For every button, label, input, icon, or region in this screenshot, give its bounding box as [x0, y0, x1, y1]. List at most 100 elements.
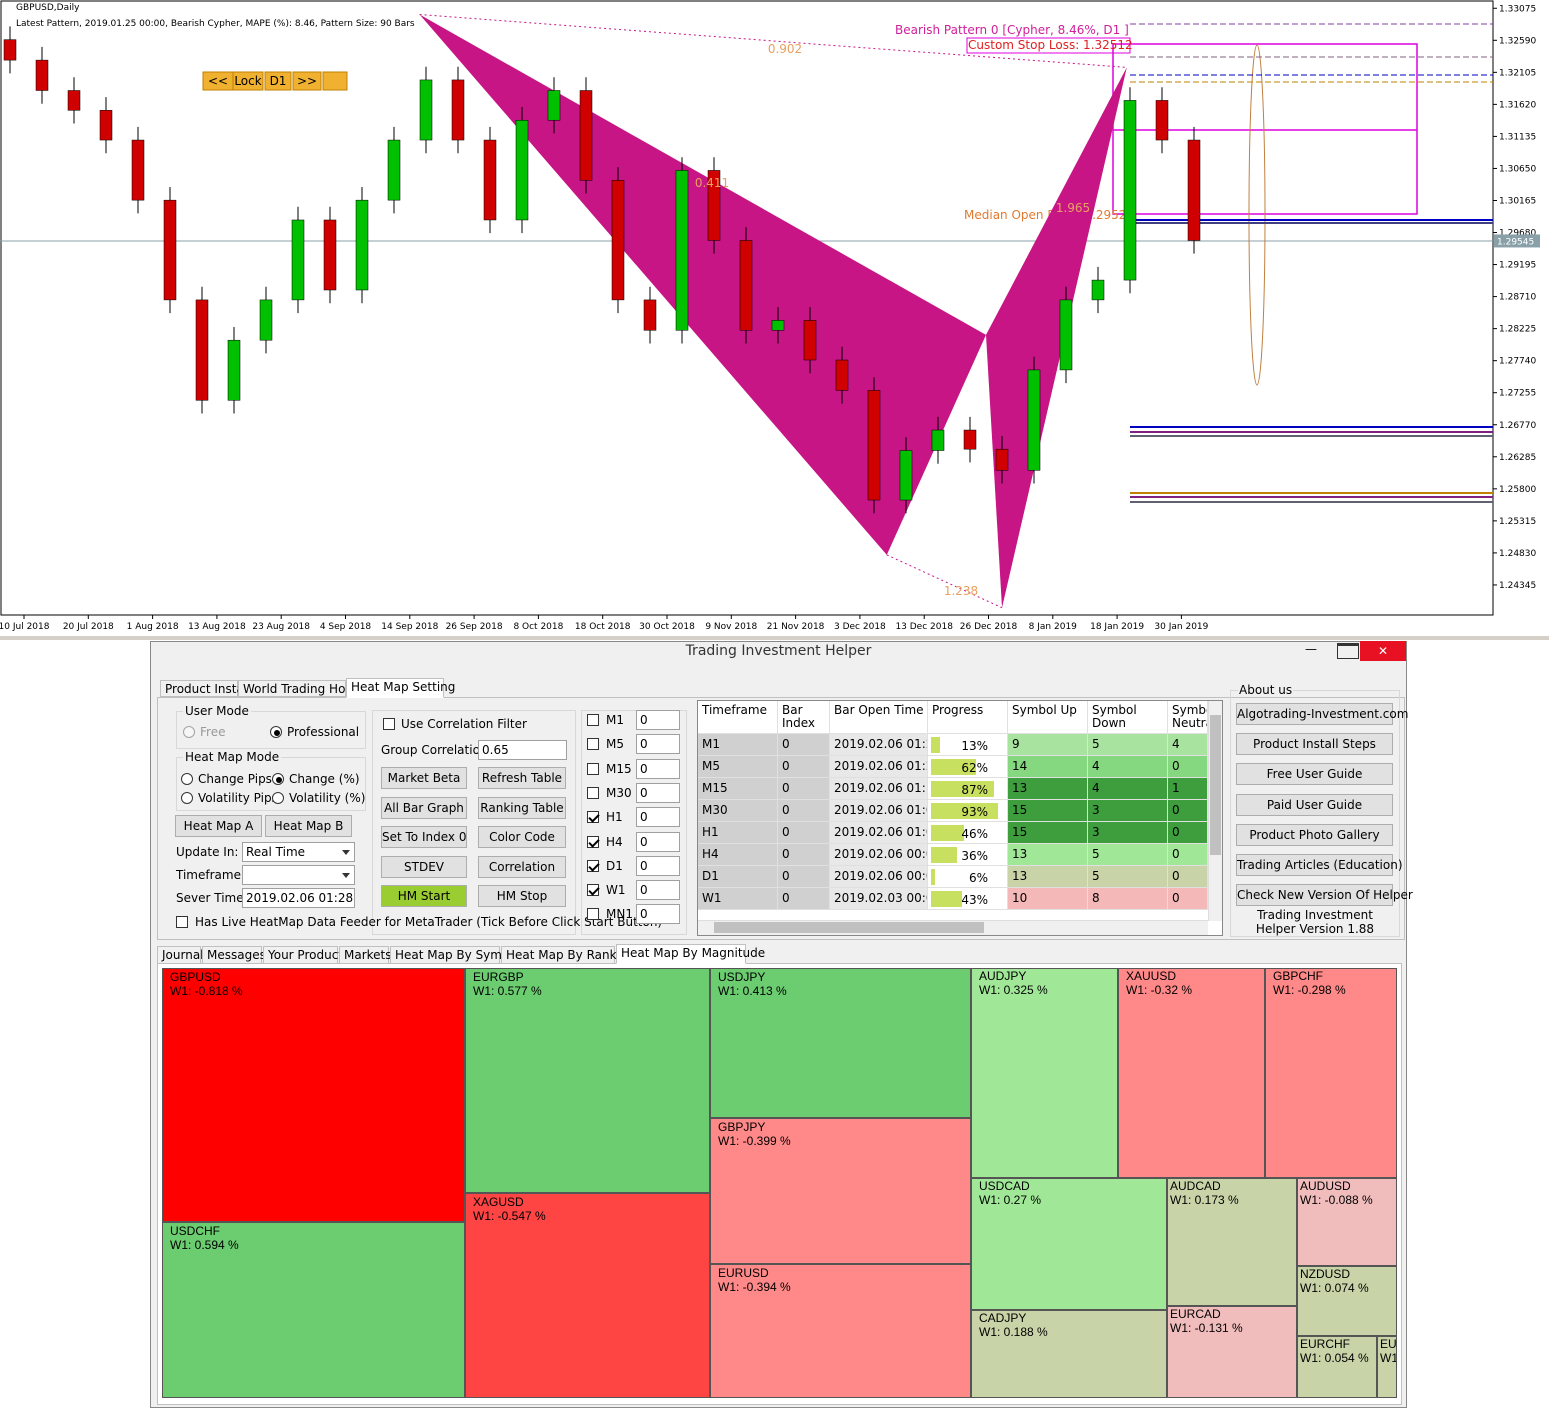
y-tick-label: 1.26285 [1499, 453, 1536, 463]
field-input: 0.65 [478, 740, 567, 760]
candle-body [419, 79, 433, 141]
button[interactable]: Heat Map A [175, 815, 262, 837]
ratio-label: 1.965 [1056, 201, 1090, 215]
candle-body [1091, 279, 1105, 301]
ratio-label: 0.411 [695, 176, 729, 190]
heatmap-cell: EURCHF W1: 0.054 % [1297, 1336, 1377, 1398]
button[interactable]: All Bar Graph [381, 796, 467, 819]
heatmap-label: W1: -0.298 % [1273, 982, 1346, 997]
table-header: Progress [928, 701, 1008, 734]
progress-label: 62% [961, 761, 988, 775]
heatmap-symbol: EURGBP [473, 970, 524, 984]
heatmap-label: W1: -0.131 % [1170, 1320, 1243, 1335]
tab[interactable]: Heat Map By Magnitude [616, 944, 765, 964]
button[interactable]: Product Photo Gallery [1236, 823, 1393, 846]
timeframe-label: M30 [606, 785, 632, 800]
button[interactable]: Check New Version Of Helper [1236, 884, 1413, 907]
button[interactable]: Algotrading-Investment.com [1236, 703, 1408, 725]
table-cell: 0 [778, 888, 830, 910]
tab[interactable]: Messages [202, 946, 266, 964]
pattern-label: Bearish Pattern 0 [Cypher, 8.46%, D1 ] [895, 23, 1129, 37]
x-tick-label: 23 Aug 2018 [252, 622, 310, 632]
button[interactable]: Color Code [478, 826, 566, 848]
user-mode-group [176, 711, 366, 749]
heatmap-symbol: XAUUSD [1126, 969, 1177, 983]
progress-label: 6% [968, 871, 988, 885]
candle-body [131, 139, 145, 201]
candle-body [195, 299, 209, 401]
field-label: Update In: [176, 845, 239, 859]
radio [272, 792, 284, 804]
heatmap-symbol: AUDCAD [1170, 1179, 1221, 1193]
button[interactable]: Heat Map B [265, 815, 352, 837]
button[interactable]: STDEV [381, 855, 467, 878]
button[interactable]: Refresh Table [478, 767, 566, 789]
candle-body [1059, 299, 1073, 371]
heatmap-cell: GBPJPY W1: -0.399 % [710, 1118, 971, 1264]
table-cell: 87% [928, 778, 1008, 800]
heatmap-cell: USDCHF W1: 0.594 % [162, 1222, 465, 1398]
y-tick-label: 1.26770 [1499, 421, 1536, 431]
table-cell: 0 [778, 778, 830, 800]
button[interactable]: Free User Guide [1236, 763, 1393, 786]
candle-body [643, 299, 657, 331]
heatmap-label: W1 [1380, 1350, 1397, 1365]
nav-button[interactable] [264, 71, 292, 91]
radio-label: Volatility (%) [289, 791, 366, 805]
tab[interactable]: Heat Map By Ranking [501, 946, 635, 964]
nav-button[interactable] [232, 71, 264, 91]
tab[interactable]: World Trading Hours [238, 680, 364, 697]
button[interactable]: Trading Articles (Education) [1236, 854, 1403, 876]
candle-body [259, 299, 273, 341]
timeframe-label: D1 [606, 858, 623, 873]
radio [181, 792, 193, 804]
maximize-button[interactable] [1337, 643, 1359, 659]
current-price-label: 1.29545 [1497, 237, 1534, 247]
table-cell: 4 [1088, 778, 1168, 800]
progress-bar [931, 759, 976, 775]
button[interactable]: Product Install Steps [1236, 733, 1393, 756]
table-header: Symbol Neutral [1168, 701, 1208, 734]
table-cell: 0 [1168, 800, 1208, 822]
button[interactable]: Market Beta [381, 767, 467, 789]
tab[interactable]: Heat Map Setting [346, 678, 455, 698]
tab[interactable]: Your Product [263, 946, 343, 964]
table-cell: 13 [1008, 844, 1088, 866]
radio-label: Change (%) [289, 772, 360, 786]
timeframe-label: H1 [606, 810, 623, 825]
y-tick-label: 1.31135 [1499, 132, 1536, 142]
nav-button[interactable] [292, 71, 322, 91]
checkbox [587, 811, 599, 824]
radio-label: Free [200, 725, 226, 739]
y-tick-label: 1.29195 [1499, 261, 1536, 271]
button[interactable]: HM Stop [478, 885, 566, 907]
radio-label: Professional [287, 725, 360, 739]
spin-input: 0 [636, 782, 680, 803]
pattern-ac [886, 554, 1003, 609]
button[interactable]: Paid User Guide [1236, 793, 1393, 816]
tab[interactable]: Journal [157, 946, 204, 964]
table-header: Symbol Up [1008, 701, 1088, 734]
heatmap-cell: CADJPY W1: 0.188 % [971, 1310, 1167, 1398]
table-cell: 10 [1008, 888, 1088, 910]
y-tick-label: 1.29680 [1499, 229, 1536, 239]
button[interactable]: Ranking Table [478, 796, 566, 819]
button[interactable]: Correlation [478, 855, 566, 878]
heatmap-symbol: GBPJPY [718, 1120, 766, 1134]
tab[interactable]: Heat Map By Symbol [390, 946, 520, 964]
button[interactable]: HM Start [381, 885, 467, 907]
field-input: W1 [242, 865, 355, 885]
progress-bar [931, 737, 941, 753]
spin-input: 0 [636, 831, 680, 852]
button[interactable]: Set To Index 0 [381, 826, 467, 848]
table-cell: 0 [1168, 822, 1208, 844]
minimize-button[interactable]: — [1305, 642, 1317, 656]
table-cell: 2019.02.06 01:15 [830, 778, 928, 800]
heatmap-label: W1: -0.818 % [170, 983, 243, 998]
checkbox [587, 738, 599, 751]
progress-bar [931, 825, 965, 841]
tab[interactable]: Markets [339, 946, 392, 964]
tab[interactable]: Product Install [160, 680, 251, 697]
close-button[interactable]: ✕ [1360, 641, 1406, 661]
